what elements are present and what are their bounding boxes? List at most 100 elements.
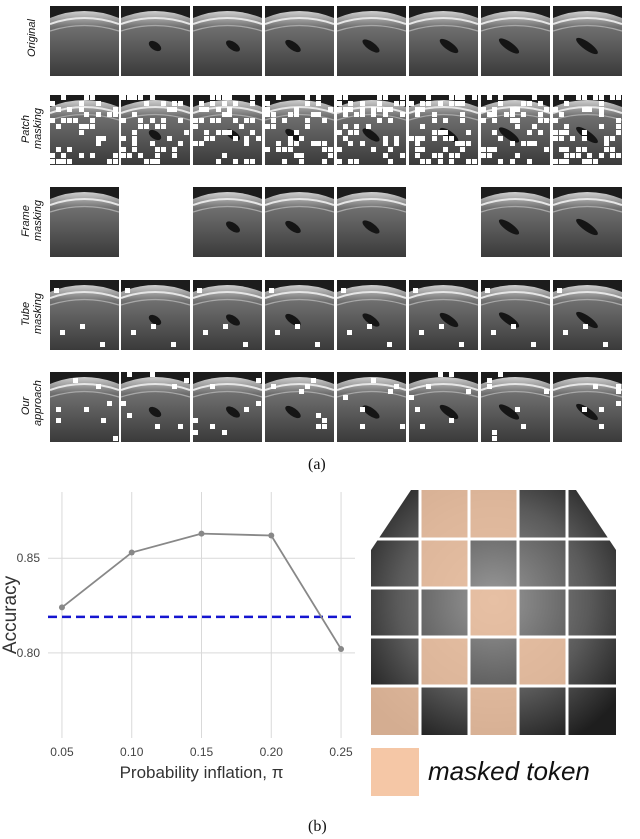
ultrasound-frame — [50, 280, 119, 350]
masked-patch — [299, 158, 305, 164]
masked-patch — [138, 124, 144, 129]
masked-patch — [592, 95, 598, 100]
masked-patch — [121, 118, 126, 124]
masked-patch — [359, 424, 365, 430]
masked-patch — [250, 158, 255, 164]
masked-patch — [570, 135, 576, 141]
masked-patch — [238, 124, 244, 129]
masked-patch — [138, 153, 144, 158]
masked-patch — [348, 100, 354, 106]
masked-patch — [132, 147, 138, 153]
masked-patch — [564, 153, 570, 158]
masked-patch — [215, 158, 221, 164]
masked-patch — [570, 153, 576, 158]
masked-patch — [354, 112, 360, 118]
masked-patch — [193, 124, 198, 129]
row-label-tube-masking: Tube masking — [20, 293, 44, 334]
masked-patch — [564, 129, 570, 135]
masked-patch — [598, 424, 604, 430]
x-tick-labels: 0.05 0.10 0.15 0.20 0.25 — [50, 745, 353, 759]
masked-patch — [204, 129, 210, 135]
masked-patch — [250, 95, 255, 100]
masked-patch — [460, 141, 466, 147]
masked-patch — [193, 418, 198, 424]
masked-patch — [348, 158, 354, 164]
ultrasound-frame — [265, 6, 334, 76]
masked-patch — [155, 153, 161, 158]
masked-patch — [388, 106, 394, 112]
masked-patch — [414, 406, 420, 412]
masked-patch — [399, 95, 405, 100]
ultrasound-frame — [553, 187, 622, 257]
masked-patch — [112, 106, 118, 112]
masked-patch — [543, 106, 549, 112]
masked-patch — [581, 406, 587, 412]
masked-patch — [121, 401, 126, 406]
masked-patch — [598, 153, 604, 158]
masked-patch — [437, 153, 443, 158]
masked-patch — [553, 118, 558, 124]
masked-patch — [359, 100, 365, 106]
masked-patch — [287, 135, 293, 141]
masked-patch — [437, 372, 443, 377]
ultrasound-frame — [553, 280, 622, 350]
masked-patch — [615, 401, 621, 406]
masked-patch — [95, 100, 101, 106]
masked-patch — [210, 135, 216, 141]
masked-patch — [382, 106, 388, 112]
masked-patch — [388, 158, 394, 164]
masked-patch — [265, 106, 270, 112]
masked-patch — [327, 153, 333, 158]
masked-patch — [172, 383, 178, 389]
masked-patch — [337, 147, 342, 153]
masked-patch — [265, 147, 270, 153]
masked-patch — [520, 100, 526, 106]
masked-token-legend-swatch — [371, 748, 419, 796]
masked-patch — [172, 147, 178, 153]
masked-patch — [160, 100, 166, 106]
masked-patch — [287, 112, 293, 118]
masked-patch — [509, 112, 515, 118]
masked-patch — [126, 372, 132, 377]
y-tick-label: 0.85 — [17, 551, 41, 565]
masked-patch — [316, 424, 322, 430]
masked-patch — [367, 324, 372, 329]
ultrasound-frame — [337, 6, 406, 76]
masked-patch — [342, 395, 348, 401]
masked-patch — [112, 112, 118, 118]
masked-patch — [486, 153, 492, 158]
masked-patch — [359, 141, 365, 147]
masked-patch — [437, 158, 443, 164]
data-point — [128, 549, 135, 556]
masked-patch — [193, 118, 198, 124]
masked-patch — [101, 418, 107, 424]
masked-patch — [112, 158, 118, 164]
masked-patch — [553, 129, 558, 135]
masked-patch — [481, 153, 486, 158]
masked-patch — [409, 135, 414, 141]
masked-patch — [293, 153, 299, 158]
masked-patch — [310, 377, 316, 383]
masked-patch — [50, 118, 55, 124]
masked-patch — [376, 95, 382, 100]
masked-patch — [414, 112, 420, 118]
masked-patch — [255, 135, 261, 141]
masked-patch — [193, 430, 198, 435]
masked-patch — [538, 118, 543, 124]
masked-patch — [558, 158, 564, 164]
masked-patch — [520, 141, 526, 147]
ultrasound-frame — [409, 187, 478, 257]
masked-patch — [293, 129, 299, 135]
masked-patch — [448, 158, 454, 164]
masked-patch — [598, 100, 604, 106]
masked-patch — [121, 147, 126, 153]
masked-patch — [486, 95, 492, 100]
masked-patch — [491, 330, 496, 335]
masked-patch — [149, 372, 155, 377]
masked-patch — [359, 112, 365, 118]
masked-patch — [538, 100, 543, 106]
ultrasound-frame — [337, 187, 406, 257]
masked-patch — [84, 95, 90, 100]
masked-patch — [354, 158, 360, 164]
masked-patch — [299, 153, 305, 158]
